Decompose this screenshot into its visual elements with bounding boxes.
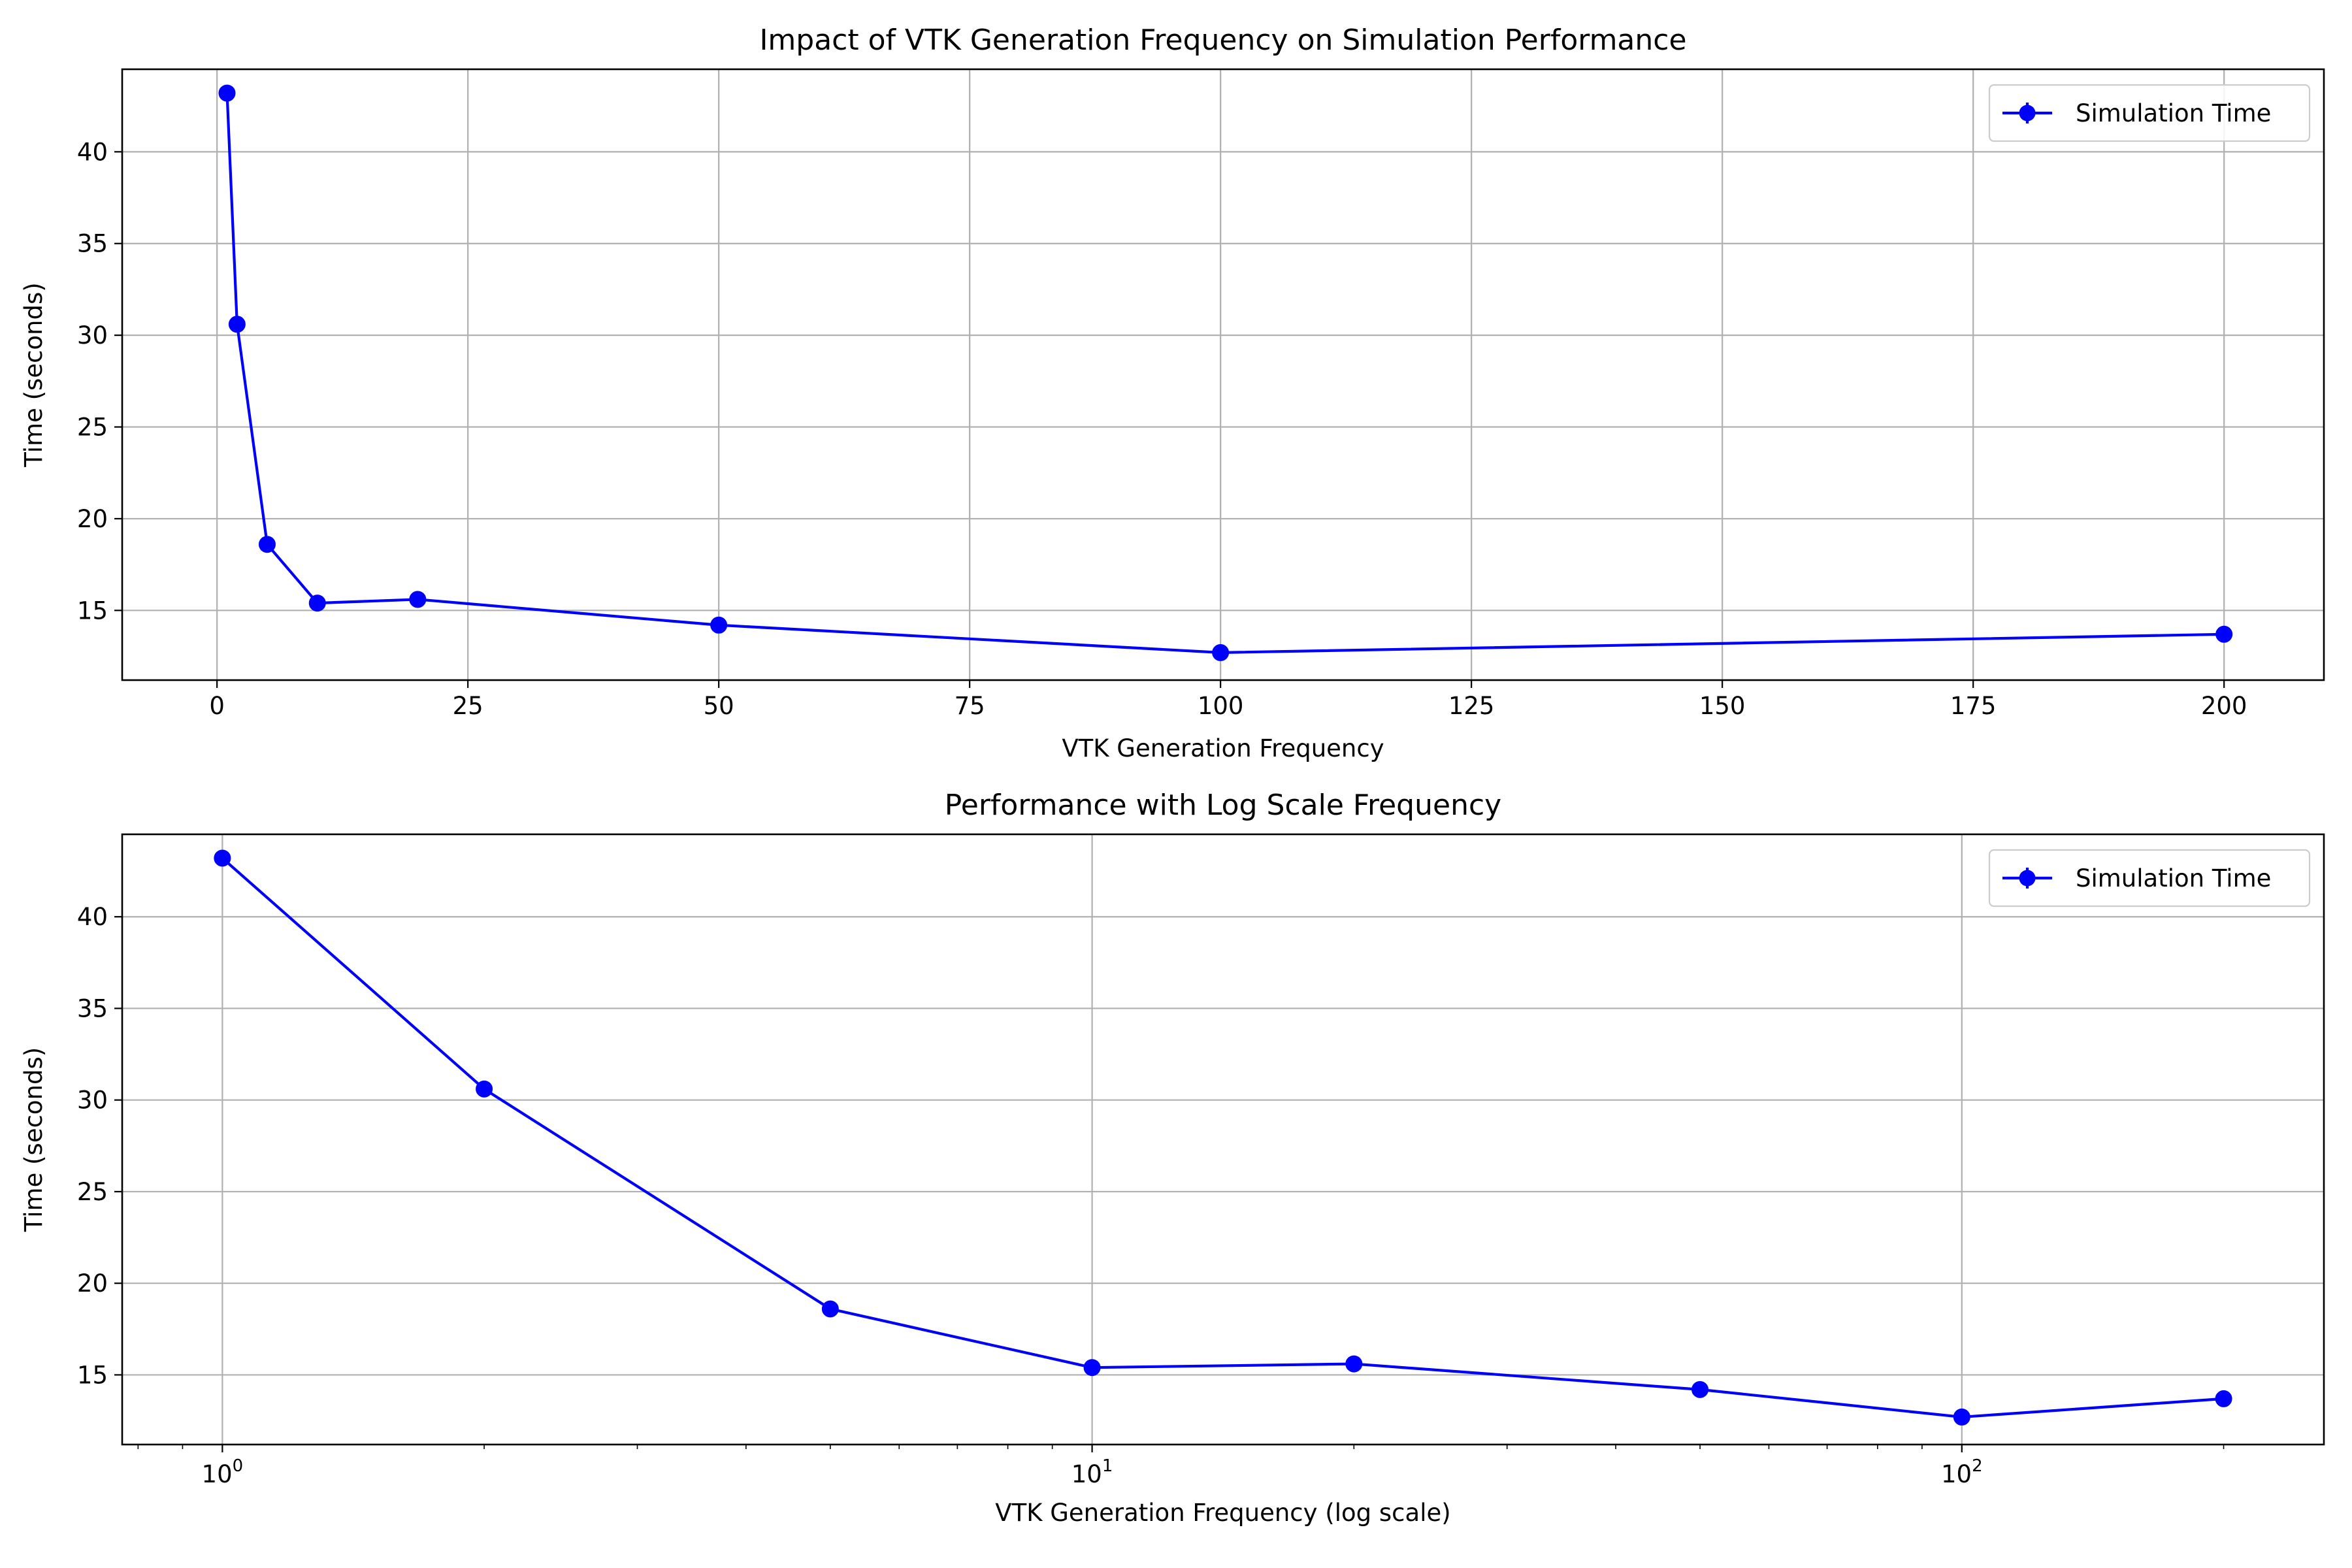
data-point (1083, 1359, 1101, 1377)
data-point (308, 595, 326, 612)
data-point (2215, 1390, 2232, 1407)
y-tick-label: 40 (77, 138, 108, 166)
x-tick-label-exponent: 2 (1972, 1456, 1983, 1476)
legend-box (1988, 84, 2311, 142)
grid-lines (122, 69, 2324, 680)
y-axis-label: Time (seconds) (20, 1047, 48, 1232)
data-point (1691, 1380, 1709, 1398)
y-tick-label: 15 (77, 1361, 108, 1389)
y-tick-label: 40 (77, 903, 108, 931)
series-layer (218, 84, 2233, 661)
legend: Simulation Time (1988, 849, 2311, 907)
x-tick-label: 101 (1071, 1456, 1113, 1488)
y-tick-label: 20 (77, 505, 108, 533)
y-tick-label: 30 (77, 1086, 108, 1115)
data-point (258, 536, 276, 553)
data-point (228, 316, 246, 333)
data-point (409, 591, 427, 608)
x-tick-label-base: 10 (202, 1460, 233, 1488)
x-tick-label: 100 (1198, 692, 1244, 720)
data-point (1345, 1355, 1363, 1373)
y-tick-label: 35 (77, 994, 108, 1022)
y-tick-label: 20 (77, 1269, 108, 1298)
x-tick-label: 50 (704, 692, 734, 720)
data-point (1953, 1408, 1970, 1426)
x-tick-label: 75 (955, 692, 985, 720)
axes-frame (121, 833, 2325, 1446)
data-point (821, 1300, 839, 1318)
x-tick-label-base: 10 (1071, 1460, 1102, 1488)
legend-label: Simulation Time (2076, 864, 2271, 892)
data-point (218, 84, 236, 102)
x-tick-label-exponent: 1 (1102, 1456, 1113, 1476)
series-line (221, 857, 2224, 1419)
x-tick-label: 100 (202, 1456, 244, 1488)
data-point (710, 616, 728, 634)
x-tick-label: 25 (453, 692, 483, 720)
x-tick-label-exponent: 0 (233, 1456, 244, 1476)
x-axis-label: VTK Generation Frequency (log scale) (995, 1499, 1450, 1527)
legend-box (1988, 849, 2311, 907)
chart-panel-linear: 0 25 50 75 100 125 150 175 200 15 20 25 30 35 40 Impact… (20, 24, 2325, 762)
x-tick-label-base: 10 (1941, 1460, 1972, 1488)
x-tick-label: 125 (1448, 692, 1495, 720)
data-point (476, 1080, 493, 1098)
grid-lines (122, 834, 2324, 1445)
y-tick-label: 25 (77, 1178, 108, 1206)
chart-title: Performance with Log Scale Frequency (945, 789, 1501, 822)
series-line (225, 93, 2225, 654)
x-tick-label: 150 (1699, 692, 1746, 720)
chart-title: Impact of VTK Generation Frequency on Si… (759, 24, 1686, 57)
series-layer (214, 849, 2232, 1426)
x-tick-label: 0 (209, 692, 225, 720)
y-tick-label: 15 (77, 596, 108, 625)
y-tick-label: 30 (77, 321, 108, 350)
data-point (2215, 625, 2233, 643)
x-axis-label: VTK Generation Frequency (1062, 734, 1384, 762)
y-tick-label: 25 (77, 414, 108, 442)
x-tick-label: 102 (1941, 1456, 1983, 1488)
y-tick-label: 35 (77, 230, 108, 258)
x-tick-label: 200 (2201, 692, 2247, 720)
y-axis-label: Time (seconds) (20, 282, 48, 467)
axes-frame (121, 68, 2325, 681)
legend-marker-swatch (2019, 870, 2036, 887)
legend: Simulation Time (1988, 84, 2311, 142)
legend-marker-swatch (2019, 105, 2036, 122)
x-tick-label: 175 (1950, 692, 1997, 720)
legend-label: Simulation Time (2076, 99, 2271, 127)
data-point (1212, 644, 1230, 661)
data-point (214, 849, 231, 867)
